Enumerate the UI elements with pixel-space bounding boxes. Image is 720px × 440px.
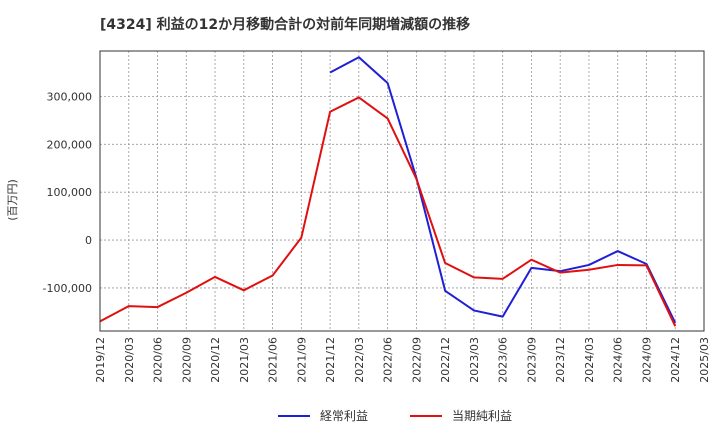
chart-title: [4324] 利益の12か月移動合計の対前年同期増減額の推移 [100,16,470,33]
series-line-1 [329,56,677,324]
x-tick-label: 2021/12 [324,337,337,383]
x-tick-label: 2025/03 [698,337,711,383]
legend-label-2: 当期純利益 [452,409,512,423]
x-tick-label: 2022/09 [410,337,423,383]
x-tick-label: 2020/09 [180,337,193,383]
x-tick-label: 2023/03 [468,337,481,383]
legend: 経常利益 当期純利益 [278,409,512,423]
x-tick-label: 2022/06 [382,337,395,383]
x-tick-label: 2021/03 [238,337,251,383]
x-tick-label: 2020/03 [123,337,136,383]
y-axis-label: (百万円) [6,179,19,221]
x-tick-label: 2019/12 [94,337,107,383]
x-tick-label: 2021/06 [267,337,280,383]
y-tick-label: -100,000 [43,282,92,295]
x-tick-label: 2024/03 [583,337,596,383]
x-tick-label: 2024/12 [669,337,682,383]
x-tick-label: 2022/03 [353,337,366,383]
y-axis-ticks: -100,000 0 100,000 200,000 300,000 [43,90,92,294]
x-tick-label: 2023/12 [554,337,567,383]
series-line-2 [99,96,677,327]
series-lines [99,56,677,327]
x-tick-label: 2021/09 [295,337,308,383]
x-tick-label: 2023/06 [497,337,510,383]
y-tick-label: 100,000 [47,186,93,199]
y-tick-label: 200,000 [47,138,93,151]
y-tick-label: 300,000 [47,90,93,103]
legend-label-1: 経常利益 [320,409,368,423]
x-tick-label: 2024/09 [640,337,653,383]
x-tick-label: 2020/06 [152,337,165,383]
x-tick-label: 2022/12 [439,337,452,383]
grid [99,51,705,331]
x-tick-label: 2023/09 [525,337,538,383]
y-tick-label: 0 [85,234,92,247]
x-tick-label: 2020/12 [209,337,222,383]
x-tick-label: 2024/06 [612,337,625,383]
x-axis-ticks: 2019/12 2020/03 2020/06 2020/09 2020/12 2021/… [94,337,711,383]
plot-frame [99,50,705,332]
